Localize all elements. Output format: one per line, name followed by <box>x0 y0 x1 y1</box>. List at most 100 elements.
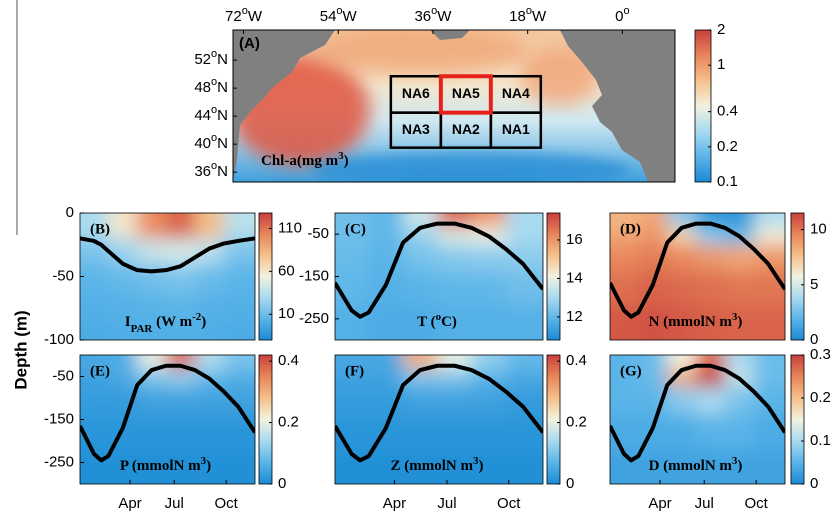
colorbar-tick-label: 0.4 <box>566 352 587 369</box>
field <box>570 173 826 381</box>
colorbar-tick-label: 14 <box>566 269 583 286</box>
region-label: NA2 <box>452 121 480 137</box>
text-part: Z (mmolN m <box>391 458 474 474</box>
field-cell <box>195 238 225 264</box>
text-part: PAR <box>131 323 154 335</box>
field-cell <box>667 271 697 306</box>
text-part: W <box>343 8 358 25</box>
x-tick-label: Apr <box>383 495 406 512</box>
field-cell <box>754 369 826 388</box>
region-label: NA6 <box>402 85 430 101</box>
field <box>40 315 296 519</box>
field-cell <box>696 387 726 415</box>
y-tick-label: 40oN <box>194 132 228 152</box>
text-part: ) <box>344 153 349 169</box>
field-cell <box>195 414 225 449</box>
plot-area <box>295 315 584 519</box>
colorbar-tick-label: 0.4 <box>278 352 299 369</box>
text-part: ) <box>206 458 211 474</box>
field-cell <box>403 414 438 449</box>
field-cell <box>137 173 167 239</box>
field-cell <box>696 271 726 306</box>
y-tick-label: -50 <box>52 267 74 284</box>
plot-area <box>40 315 296 519</box>
field-cell <box>295 387 370 415</box>
colorbar-tick-label: 0 <box>566 475 574 492</box>
text-part: ) <box>737 458 742 474</box>
colorbar <box>791 355 804 484</box>
field-cell <box>696 227 726 246</box>
field-cell <box>137 238 167 264</box>
x-tick-label: Oct <box>214 495 238 512</box>
text-part: P (mmolN m <box>120 458 201 474</box>
text-part: W <box>532 8 547 25</box>
region-label: NA5 <box>452 85 480 101</box>
panel-label: (D) <box>620 221 641 237</box>
field-cell <box>40 264 109 294</box>
field-cell <box>725 271 755 306</box>
text-part: W <box>437 8 452 25</box>
variable-label: N (mmolN m3) <box>649 311 743 331</box>
field-cell <box>437 245 472 272</box>
variable-label: Z (mmolN m3) <box>391 455 484 475</box>
text-part: Chl-a(mg m <box>261 153 339 169</box>
field-cell <box>437 271 472 306</box>
panel-label: (C) <box>345 221 366 237</box>
field-cell <box>108 292 138 322</box>
x-tick-label: Oct <box>744 495 768 512</box>
field-cell <box>725 387 755 415</box>
field-cell <box>137 414 167 449</box>
x-tick-label: Apr <box>118 495 141 512</box>
x-tick-label: 0o <box>615 5 629 25</box>
field-cell <box>667 245 697 272</box>
y-tick-label: -100 <box>44 331 74 348</box>
field-cell <box>166 173 196 239</box>
field-cell <box>369 227 404 246</box>
y-tick-label: -150 <box>299 267 329 284</box>
y-tick-label: -250 <box>299 310 329 327</box>
text-part: 0 <box>615 8 623 25</box>
colorbar-tick-label: 0 <box>278 475 286 492</box>
text-part: T ( <box>417 314 435 330</box>
colorbar-tick-label: 0.2 <box>566 414 587 431</box>
colorbar-tick-label: 0 <box>810 475 818 492</box>
field-cell <box>437 387 472 415</box>
x-tick-label: 18oW <box>509 5 547 25</box>
colorbar-tick-label: 16 <box>566 231 583 248</box>
text-part: N <box>217 163 228 180</box>
text-part: ) <box>201 314 206 330</box>
field-cell <box>506 369 584 388</box>
field-cell <box>696 369 726 388</box>
field-cell <box>195 173 225 239</box>
region-label: NA3 <box>402 121 430 137</box>
colorbar <box>547 213 560 340</box>
colorbar <box>259 355 272 484</box>
text-part: ) <box>737 314 742 330</box>
y-tick-label: 36oN <box>194 160 228 180</box>
colorbar-tick-label: 10 <box>810 221 827 238</box>
panel-label: (E) <box>90 363 110 379</box>
colorbar-tick-label: 2 <box>717 21 725 38</box>
text-part: D (mmolN m <box>649 458 733 474</box>
x-tick-label: Jul <box>695 495 714 512</box>
text-part: 72 <box>225 8 242 25</box>
field-cell <box>472 414 507 449</box>
text-part: N <box>217 51 228 68</box>
text-part: W <box>248 8 263 25</box>
plot-area <box>570 315 826 519</box>
field-cell <box>369 369 404 388</box>
field-cell <box>667 387 697 415</box>
field-cell <box>570 245 639 272</box>
field-cell <box>638 227 668 246</box>
x-tick-label: 36oW <box>414 5 452 25</box>
annotation: Chl-a(mg m3) <box>261 150 349 170</box>
colorbar-tick-label: 5 <box>810 276 818 293</box>
field-cell <box>437 227 472 246</box>
text-part: 18 <box>509 8 526 25</box>
y-tick-label: -250 <box>44 453 74 470</box>
y-tick-label: -50 <box>52 367 74 384</box>
x-tick-label: Oct <box>497 495 521 512</box>
text-part: N <box>217 79 228 96</box>
y-tick-label: -150 <box>44 410 74 427</box>
colorbar <box>547 355 560 484</box>
